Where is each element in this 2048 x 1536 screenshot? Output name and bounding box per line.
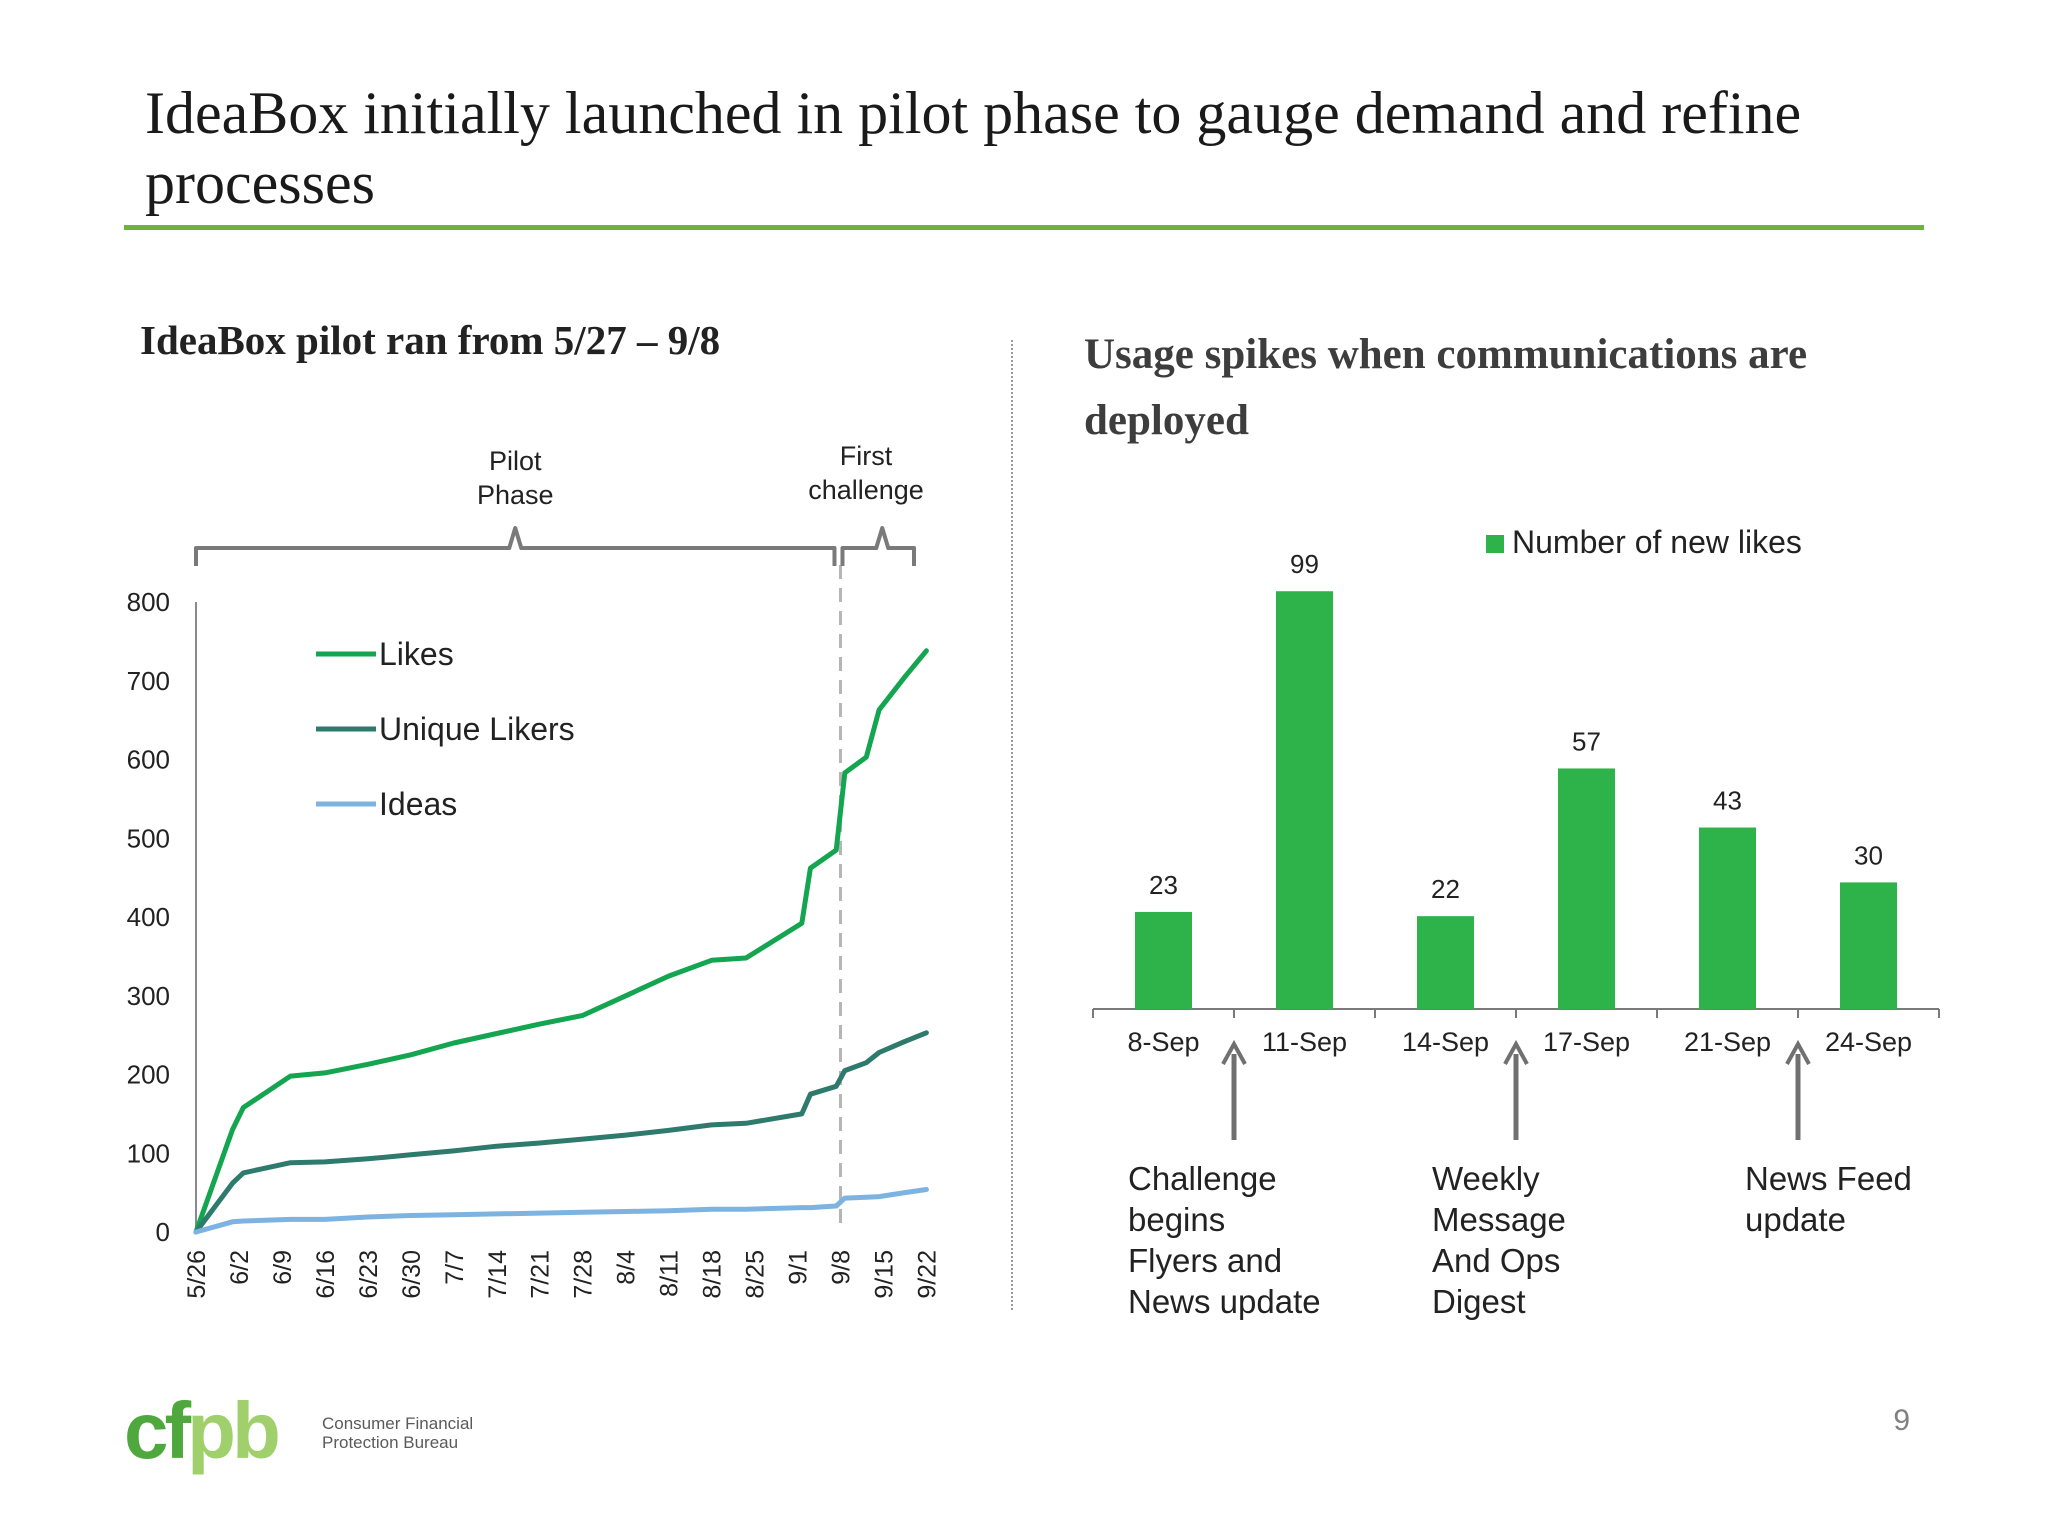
annotation-label: begins [1128,1201,1225,1238]
pilot-phase-label: Pilot [489,446,542,476]
left-chart-heading: IdeaBox pilot ran from 5/27 – 9/8 [140,317,721,363]
bar-value-label: 23 [1149,870,1178,900]
annotation-label: update [1745,1201,1846,1238]
bar-category-label: 14-Sep [1402,1027,1489,1057]
bar-value-label: 57 [1572,726,1601,756]
first-challenge-label: challenge [808,475,924,505]
x-tick-label: 6/23 [355,1250,383,1299]
panel-divider [1011,340,1013,1310]
y-tick-label: 300 [127,981,170,1011]
org-name-line1: Consumer Financial [322,1414,474,1433]
bar-value-label: 30 [1854,840,1883,870]
annotation-label: Flyers and [1128,1242,1282,1279]
bar-category-label: 17-Sep [1543,1027,1630,1057]
x-tick-label: 6/30 [398,1250,426,1299]
ideas-series-line [193,1187,929,1235]
org-name-line2: Protection Bureau [322,1433,459,1452]
slide-title: IdeaBox initially launched in pilot phas… [145,80,1802,216]
bar-legend-swatch [1486,535,1504,553]
x-tick-label: 8/4 [613,1250,641,1285]
right-chart-heading: Usage spikes when communications are dep… [1084,331,1808,444]
y-tick-label: 500 [127,823,170,853]
x-tick-label: 7/14 [484,1250,512,1299]
bar-value-label: 22 [1431,874,1460,904]
unique-likers-series-line [193,1030,929,1235]
annotation-label: Challenge [1128,1160,1277,1197]
x-tick-label: 9/8 [827,1250,855,1285]
annotation-label: Digest [1432,1283,1526,1320]
y-tick-label: 700 [127,666,170,696]
annotation-arrowhead [1221,1039,1247,1065]
line-chart: 0 100 200 300 400 500 600 700 800 5/26 6/2 6/9 6/16 6… [127,441,942,1299]
annotation-arrowhead [1785,1039,1811,1065]
title-rule [124,225,1924,230]
bar-value-label: 43 [1713,786,1742,816]
y-tick-label: 200 [127,1060,170,1090]
page-number: 9 [1893,1404,1910,1437]
cfpb-logo-mark: cfpb [124,1386,281,1475]
bar-category-label: 21-Sep [1684,1027,1771,1057]
first-challenge-label: First [840,441,893,471]
x-tick-label: 8/25 [742,1250,770,1299]
x-tick-label: 7/7 [441,1250,469,1285]
y-tick-label: 800 [127,587,170,617]
annotation-arrowhead [1503,1039,1529,1065]
x-tick-label: 5/26 [183,1250,211,1299]
pilot-phase-bracket [194,526,837,566]
annotation-label: Message [1432,1201,1566,1238]
bar [1276,591,1333,1009]
annotation-label: News update [1128,1283,1321,1320]
bar-legend-label: Number of new likes [1512,524,1802,560]
bar-category-label: 24-Sep [1825,1027,1912,1057]
y-tick-label: 0 [156,1217,170,1247]
x-tick-label: 7/21 [527,1250,555,1299]
legend-unique-likers-label: Unique Likers [379,711,575,747]
x-tick-label: 8/18 [699,1250,727,1299]
x-tick-label: 9/22 [913,1250,941,1299]
x-tick-label: 6/16 [312,1250,340,1299]
cfpb-logo: cfpb Consumer Financial Protection Burea… [124,1386,624,1476]
y-tick-label: 100 [127,1138,170,1168]
legend-likes-label: Likes [379,636,454,672]
x-tick-label: 8/11 [656,1250,684,1297]
bar-value-label: 99 [1290,549,1319,579]
x-tick-label: 6/9 [269,1250,297,1285]
y-tick-label: 600 [127,745,170,775]
x-tick-label: 9/15 [870,1250,898,1299]
legend-ideas-label: Ideas [379,786,457,822]
annotation-label: News Feed [1745,1160,1912,1197]
bar [1135,911,1192,1009]
y-tick-label: 400 [127,902,170,932]
annotation-label: And Ops [1432,1242,1560,1279]
bar [1417,916,1474,1009]
first-challenge-bracket [840,526,916,566]
likes-series-line [193,648,929,1235]
bar [1699,827,1756,1009]
annotation-label: Weekly [1432,1160,1540,1197]
x-tick-label: 7/28 [570,1250,598,1299]
cfpb-logo-text: Consumer Financial Protection Bureau [322,1414,473,1452]
bar-category-label: 11-Sep [1262,1027,1347,1057]
pilot-phase-label: Phase [477,480,554,510]
bar-category-label: 8-Sep [1127,1027,1199,1057]
bar [1840,882,1897,1009]
x-tick-label: 9/1 [785,1250,813,1285]
bar-chart: 23 8-Sep 99 11-Sep 22 14-Sep 57 17-Sep 43 21-Sep 3… [1092,524,1940,1320]
bar [1558,768,1615,1009]
x-tick-label: 6/2 [226,1250,254,1285]
